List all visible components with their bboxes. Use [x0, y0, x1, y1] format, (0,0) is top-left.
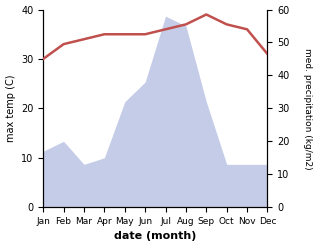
X-axis label: date (month): date (month) [114, 231, 197, 242]
Y-axis label: med. precipitation (kg/m2): med. precipitation (kg/m2) [303, 48, 313, 169]
Y-axis label: max temp (C): max temp (C) [5, 75, 16, 142]
